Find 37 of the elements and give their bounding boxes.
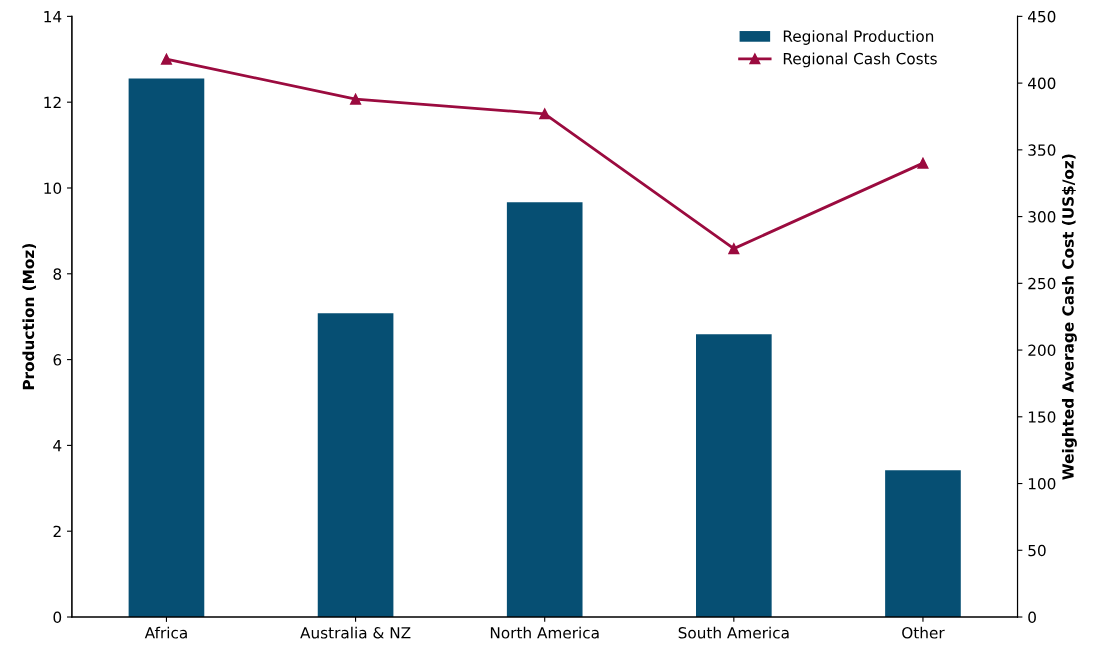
y-tick-label: 8	[53, 268, 62, 280]
y2-axis-title: Weighted Average Cash Cost (US$/oz)	[1061, 154, 1077, 480]
bar	[128, 78, 205, 618]
y2-tick-label: 150	[1028, 411, 1056, 423]
x-tick-label: Other	[902, 626, 945, 639]
y-tick-label: 6	[53, 354, 62, 366]
y2-tick-label: 450	[1027, 10, 1056, 23]
y-tick-label: 10	[44, 182, 62, 195]
x-tick-label: Africa	[144, 626, 187, 639]
y2-tick-label: 300	[1028, 211, 1056, 223]
y-tick-label: 0	[53, 611, 62, 624]
point	[160, 53, 173, 65]
y2-tick-label: 100	[1028, 478, 1056, 490]
x-tick-label: South America	[678, 626, 789, 639]
x-tick-label: Australia & NZ	[300, 626, 411, 639]
y2-tick-label: 0	[1028, 611, 1036, 624]
bar	[317, 313, 394, 618]
y2-tick-label: 350	[1028, 144, 1056, 156]
y-axis-title: Production (Moz)	[22, 244, 37, 390]
bar	[506, 202, 583, 618]
bar	[885, 470, 961, 618]
bar	[696, 334, 772, 618]
y-tick-label: 2	[53, 525, 61, 538]
y2-tick-label: 200	[1028, 344, 1056, 357]
point	[917, 157, 929, 169]
y2-tick-label: 400	[1027, 77, 1056, 90]
y-tick-label: 12	[44, 96, 61, 108]
x-tick-label: North America	[490, 626, 599, 639]
point	[350, 93, 362, 105]
y2-tick-label: 250	[1028, 277, 1056, 290]
legend-label: Regional Production	[783, 30, 934, 45]
y2-tick-label: 50	[1028, 544, 1046, 557]
legend-label: Regional Cash Costs	[783, 52, 937, 68]
y-tick-label: 14	[44, 11, 62, 23]
y-tick-label: 4	[53, 440, 62, 452]
point	[539, 108, 551, 120]
point	[728, 243, 740, 255]
